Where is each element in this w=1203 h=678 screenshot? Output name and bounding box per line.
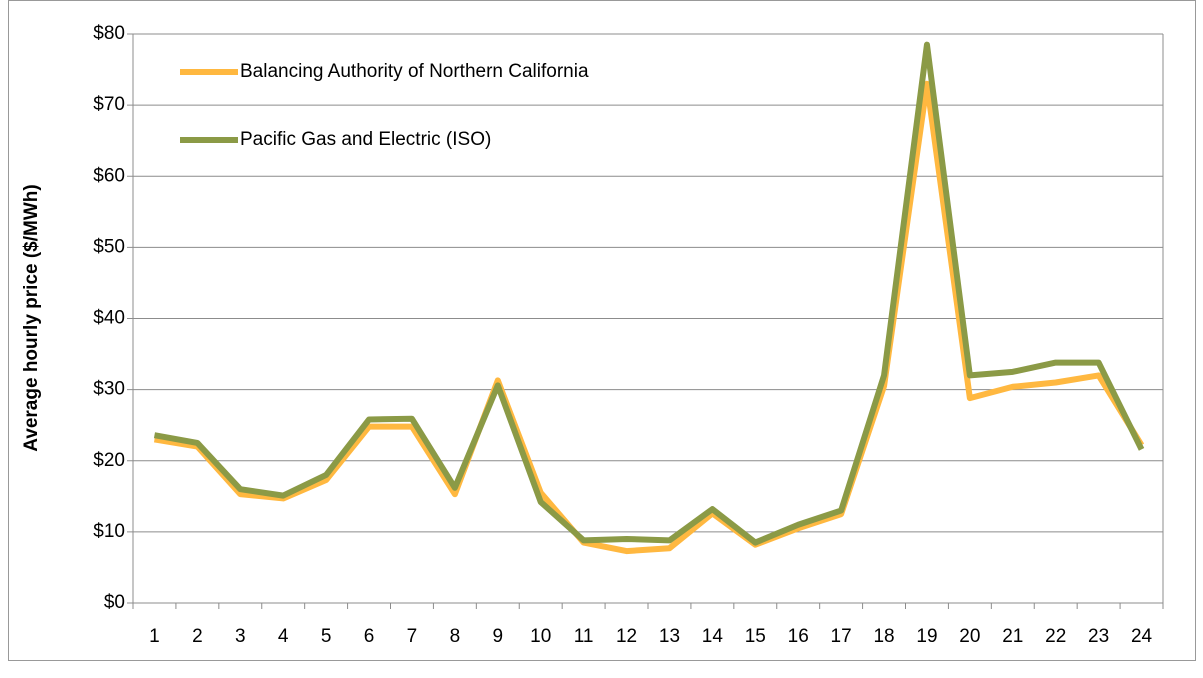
x-tick-label: 19: [916, 626, 937, 647]
x-tick-label: 18: [873, 626, 894, 647]
x-tick-label: 6: [364, 626, 375, 647]
x-tick-label: 2: [192, 626, 203, 647]
x-tick-label: 24: [1131, 626, 1153, 647]
x-tick-label: 3: [235, 626, 246, 647]
x-tick-label: 13: [659, 626, 680, 647]
x-tick-label: 14: [702, 626, 724, 647]
y-tick-label: $60: [93, 165, 125, 186]
x-tick-label: 4: [278, 626, 289, 647]
x-tick-label: 8: [450, 626, 461, 647]
chart-border: [8, 0, 1196, 661]
y-tick-label: $20: [93, 450, 125, 471]
x-tick-label: 10: [530, 626, 551, 647]
x-tick-label: 20: [959, 626, 980, 647]
x-tick-label: 15: [745, 626, 766, 647]
series-line: [153, 80, 1145, 555]
x-tick-label: 1: [149, 626, 160, 647]
legend-label: Balancing Authority of Northern Californ…: [240, 61, 589, 82]
x-tick-label: 7: [407, 626, 418, 647]
y-tick-label: $0: [104, 592, 125, 613]
x-tick-label: 21: [1002, 626, 1023, 647]
x-tick-label: 17: [831, 626, 852, 647]
y-tick-label: $70: [93, 94, 125, 115]
x-tick-label: 16: [788, 626, 809, 647]
legend-label: Pacific Gas and Electric (ISO): [240, 129, 491, 150]
y-tick-label: $30: [93, 379, 125, 400]
x-tick-label: 12: [616, 626, 637, 647]
y-tick-label: $80: [93, 23, 125, 44]
series-line: [153, 41, 1145, 546]
x-tick-label: 23: [1088, 626, 1109, 647]
y-tick-label: $40: [93, 308, 125, 329]
y-tick-label: $50: [93, 236, 125, 257]
y-axis-label: Average hourly price ($/MWh): [21, 184, 42, 451]
x-tick-label: 5: [321, 626, 332, 647]
x-tick-label: 22: [1045, 626, 1066, 647]
y-tick-label: $10: [93, 521, 125, 542]
x-tick-label: 11: [574, 626, 594, 647]
x-tick-label: 9: [493, 626, 504, 647]
